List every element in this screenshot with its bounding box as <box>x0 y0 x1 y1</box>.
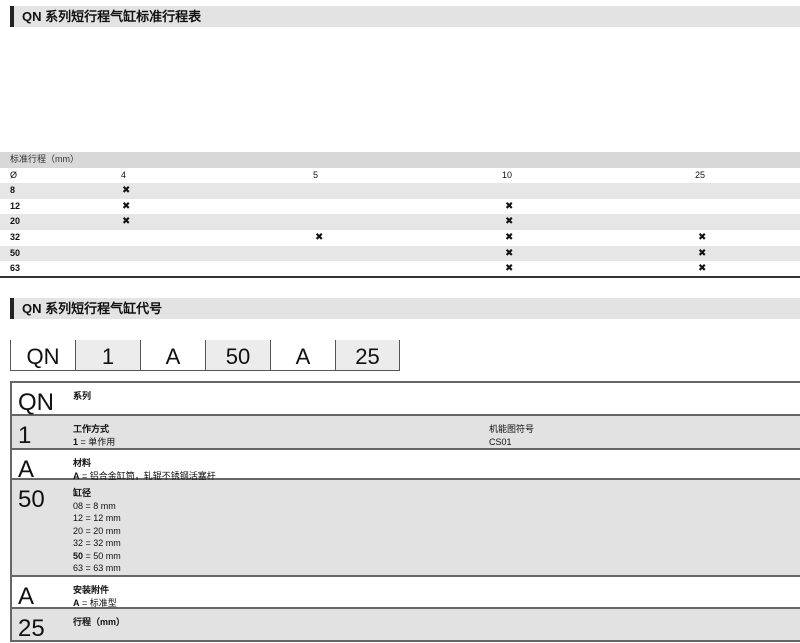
order-code: QN 1 A 50 A 25 <box>10 340 400 371</box>
spec-code: 50 <box>18 486 45 513</box>
spec-option: 50 = 50 mm <box>73 550 121 563</box>
spec-title: 工作方式 <box>73 424 110 434</box>
spec-row: A 安装附件 A = 标准型 <box>12 577 800 610</box>
option-text: = 标准型 <box>79 597 117 608</box>
symbol-label: 机能图符号 <box>489 424 535 434</box>
available-mark-icon: ✖ <box>505 247 514 259</box>
available-mark-icon: ✖ <box>122 185 131 197</box>
table-row: 20 ✖ ✖ <box>0 214 800 230</box>
spec-title: 安装附件 <box>73 585 110 595</box>
spec-title: 系列 <box>73 391 92 401</box>
spec-option: 08 = 8 mm <box>73 500 121 513</box>
symbol-info: 机能图符号 CS01 <box>489 423 534 448</box>
spec-option: 20 = 20 mm <box>73 525 121 538</box>
table-row: 63 ✖ ✖ <box>0 261 800 277</box>
spec-description: 缸径 08 = 8 mm 12 = 12 mm 20 = 20 mm 32 = 32 m… <box>73 487 121 575</box>
available-mark-icon: ✖ <box>698 247 707 259</box>
available-mark-icon: ✖ <box>122 216 131 228</box>
spec-row: 25 行程（mm） <box>12 609 800 642</box>
bore-cell: 20 <box>10 216 21 227</box>
available-mark-icon: ✖ <box>505 216 514 228</box>
symbol-value: CS01 <box>489 436 512 447</box>
option-text: 63 = 63 mm <box>73 563 121 573</box>
spec-row: 1 工作方式 1 = 单作用 机能图符号 CS01 <box>12 416 800 450</box>
bore-cell: 8 <box>10 185 16 196</box>
header-stroke-10: 10 <box>502 169 513 180</box>
spec-option: 63 = 63 mm <box>73 562 121 575</box>
bore-cell: 63 <box>10 263 21 274</box>
table-bottom-rule <box>0 276 800 278</box>
header-stroke-25: 25 <box>695 169 706 180</box>
table-row: 8 ✖ <box>0 183 800 199</box>
spec-code: 25 <box>18 615 45 642</box>
code-bore: 50 <box>205 340 270 371</box>
option-text: 08 = 8 mm <box>73 500 116 511</box>
section-title-stroke-table: QN 系列短行程气缸标准行程表 <box>10 6 800 27</box>
section-title-code: QN 系列短行程气缸代号 <box>10 298 800 319</box>
spec-title: 缸径 <box>73 488 92 498</box>
spec-row: QN 系列 <box>12 383 800 416</box>
table-caption: 标准行程（mm） <box>0 152 800 168</box>
table-row: 50 ✖ ✖ <box>0 245 800 262</box>
available-mark-icon: ✖ <box>505 231 514 243</box>
option-text: 12 = 12 mm <box>73 513 121 523</box>
option-text: = 铝合金缸筒，轧辊不锈钢活塞杆 <box>79 470 216 481</box>
spec-description: 系列 <box>73 390 91 403</box>
bore-cell: 12 <box>10 200 21 211</box>
option-key: A <box>73 597 80 608</box>
header-bore: Ø <box>10 169 18 180</box>
bore-cell: 50 <box>10 247 21 258</box>
spec-code: A <box>18 583 35 610</box>
option-key: 1 <box>73 436 79 447</box>
option-text: = 50 mm <box>83 550 121 561</box>
spec-description: 安装附件 A = 标准型 <box>73 584 117 609</box>
spec-option: A = 铝合金缸筒，轧辊不锈钢活塞杆 <box>73 470 216 483</box>
available-mark-icon: ✖ <box>698 231 707 243</box>
spec-option: A = 标准型 <box>73 597 117 610</box>
table-header-row: Ø 4 5 10 25 <box>0 168 800 184</box>
spec-row: 50 缸径 08 = 8 mm 12 = 12 mm 20 = 20 mm 32 = 32… <box>12 480 800 577</box>
code-spec-table: QN 系列 1 工作方式 1 = 单作用 机能图符号 CS01 A 材料 A = 铝合金缸筒，轧辊… <box>10 381 800 642</box>
spec-description: 工作方式 1 = 单作用 <box>73 423 115 448</box>
spec-option: 12 = 12 mm <box>73 512 121 525</box>
code-mounting: A <box>270 340 335 371</box>
spec-option: 1 = 单作用 <box>73 436 115 449</box>
option-key: A <box>73 470 80 481</box>
code-material: A <box>140 340 205 371</box>
spec-code: 1 <box>18 422 32 449</box>
available-mark-icon: ✖ <box>505 263 514 275</box>
spec-code: QN <box>18 389 54 416</box>
spec-option: 32 = 32 mm <box>73 537 121 550</box>
header-stroke-4: 4 <box>121 169 127 180</box>
available-mark-icon: ✖ <box>315 231 324 243</box>
option-text: 20 = 20 mm <box>73 525 121 536</box>
stroke-table: 标准行程（mm） Ø 4 5 10 25 8 ✖ 12 ✖ ✖ 20 ✖ ✖ 32 ✖ ✖ ✖ 50 ✖ ✖… <box>0 152 800 277</box>
bore-cell: 32 <box>10 231 21 242</box>
spec-title: 行程（mm） <box>73 617 126 627</box>
code-stroke: 25 <box>335 340 400 371</box>
table-row: 32 ✖ ✖ ✖ <box>0 230 800 246</box>
option-text: 32 = 32 mm <box>73 538 121 548</box>
caption-text: 标准行程（mm） <box>10 154 79 164</box>
spec-description: 材料 A = 铝合金缸筒，轧辊不锈钢活塞杆 <box>73 457 216 482</box>
spec-row: A 材料 A = 铝合金缸筒，轧辊不锈钢活塞杆 <box>12 450 800 483</box>
available-mark-icon: ✖ <box>698 263 707 275</box>
spec-description: 行程（mm） <box>73 616 125 629</box>
available-mark-icon: ✖ <box>122 200 131 212</box>
header-stroke-5: 5 <box>313 169 319 180</box>
option-key: 50 <box>73 550 84 561</box>
code-series: QN <box>10 340 75 371</box>
spec-code: A <box>18 456 35 483</box>
spec-title: 材料 <box>73 458 92 468</box>
available-mark-icon: ✖ <box>505 200 514 212</box>
table-row: 12 ✖ ✖ <box>0 199 800 215</box>
code-action: 1 <box>75 340 140 371</box>
option-text: = 单作用 <box>78 436 116 447</box>
